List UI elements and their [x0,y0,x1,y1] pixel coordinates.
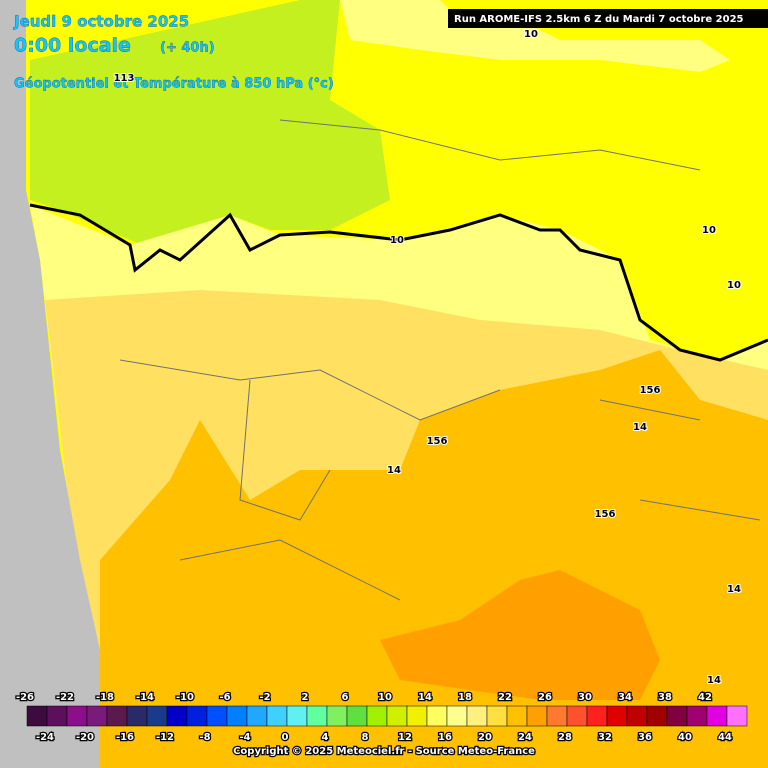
legend-swatch [246,705,268,727]
legend-swatch [586,705,608,727]
legend-swatch [286,705,308,727]
legend-swatch [186,705,208,727]
run-info: Run AROME-IFS 2.5km 6 Z du Mardi 7 octob… [454,14,744,25]
legend-label: 18 [458,692,472,703]
legend-swatch [566,705,588,727]
legend-swatch [706,705,728,727]
legend-swatch [606,705,628,727]
legend-label: -6 [219,692,230,703]
legend-label: 44 [718,732,732,743]
legend-swatch [726,705,748,727]
legend-label: 14 [418,692,432,703]
legend-swatch [426,705,448,727]
legend-swatch [486,705,508,727]
legend-label: 20 [478,732,492,743]
legend-label: 10 [378,692,392,703]
legend-label: -20 [76,732,94,743]
legend-label: 38 [658,692,672,703]
legend-label: -22 [56,692,74,703]
legend-label: -18 [96,692,114,703]
contour-label: 14 [727,584,741,595]
contour-label: 14 [387,465,401,476]
legend-label: -4 [239,732,250,743]
legend-swatch [206,705,228,727]
legend-swatch [366,705,388,727]
legend-label: 30 [578,692,592,703]
zone-light [340,0,730,72]
contour-label: 113 [114,73,135,84]
contour-label: 10 [390,235,404,246]
zone-dark-orange [380,570,660,700]
legend-swatch [686,705,708,727]
legend-swatch [226,705,248,727]
legend-label: 42 [698,692,712,703]
legend-swatch [126,705,148,727]
legend-swatch [406,705,428,727]
legend-swatch [466,705,488,727]
legend-swatch [66,705,88,727]
legend-label: 8 [362,732,369,743]
legend-label: 6 [342,692,349,703]
borders [119,119,761,601]
legend-label: 28 [558,732,572,743]
legend-swatch [526,705,548,727]
legend-swatch [326,705,348,727]
legend-swatch [626,705,648,727]
contour-10 [29,203,768,362]
legend-label: -2 [259,692,270,703]
legend-label: 0 [282,732,289,743]
legend-swatch [106,705,128,727]
legend-label: -16 [116,732,134,743]
legend-swatch [46,705,68,727]
legend-label: 36 [638,732,652,743]
legend-label: 4 [322,732,329,743]
legend-label: -26 [16,692,34,703]
legend-swatch [146,705,168,727]
legend-label: 32 [598,732,612,743]
contour-label: 14 [633,422,647,433]
legend-label: 2 [302,692,309,703]
legend-label: -12 [156,732,174,743]
contour-label: 10 [702,225,716,236]
legend-label: 34 [618,692,632,703]
zone-green [30,0,390,260]
contour-label: 14 [707,675,721,686]
legend-label: 26 [538,692,552,703]
time: 0:00 locale [14,35,131,57]
contour-label: 10 [727,280,741,291]
legend-swatch [346,705,368,727]
contour-label: 10 [524,29,538,40]
legend-label: 24 [518,732,532,743]
legend-swatch [166,705,188,727]
legend-label: 12 [398,732,412,743]
legend-swatch [506,705,528,727]
legend-label: 22 [498,692,512,703]
legend-label: 16 [438,732,452,743]
legend-swatch [26,705,48,727]
contour-label: 156 [640,385,661,396]
contour-label: 156 [427,436,448,447]
legend-swatch [386,705,408,727]
out-of-domain [0,0,100,768]
legend-swatch [446,705,468,727]
legend-swatch [86,705,108,727]
copyright: Copyright © 2025 Meteociel.fr - Source M… [233,746,535,757]
legend-label: -14 [136,692,154,703]
legend-swatch [666,705,688,727]
legend-label: -10 [176,692,194,703]
legend-label: -24 [36,732,54,743]
date: Jeudi 9 octobre 2025 [13,13,189,31]
legend-swatch [266,705,288,727]
legend-swatch [306,705,328,727]
field: Géopotentiel et Température à 850 hPa (°… [14,77,334,92]
legend-swatch [546,705,568,727]
legend-label: -8 [199,732,210,743]
run-banner [448,9,768,28]
contour-label: 156 [595,509,616,520]
legend-label: 40 [678,732,692,743]
legend-swatch [646,705,668,727]
lead: (+ 40h) [160,41,215,56]
